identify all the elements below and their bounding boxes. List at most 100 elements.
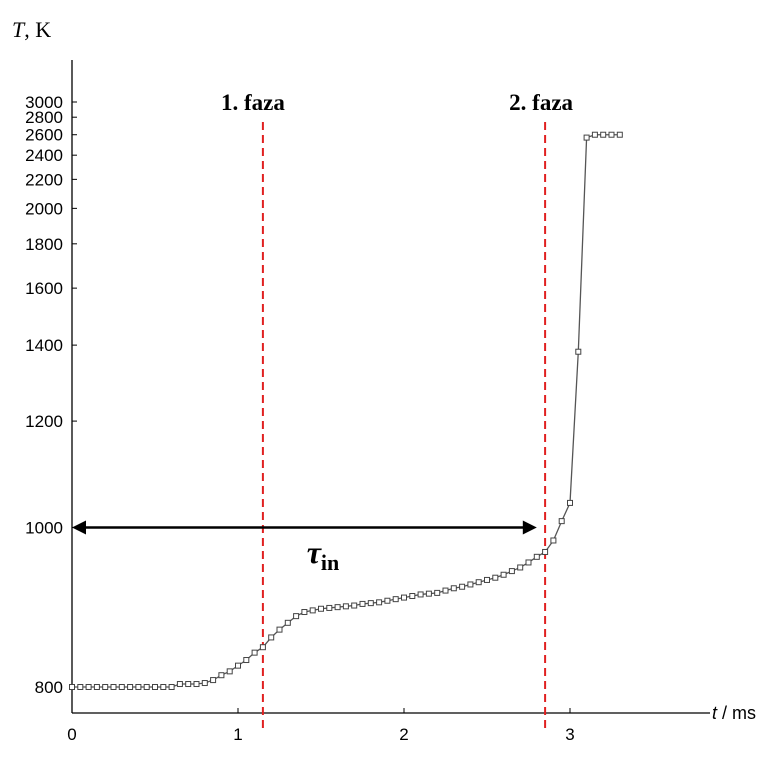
data-point [475,579,482,586]
data-point [152,684,158,690]
x-axis-variable: t [712,703,718,723]
data-point [409,593,416,600]
tau-arrow-head-right [522,520,537,535]
x-tick-label: 0 [67,725,76,744]
data-point [359,600,366,607]
data-point [500,571,507,578]
y-tick-label: 2600 [25,126,63,145]
x-ticks: 0 1 2 3 [67,708,575,744]
x-axis-unit: / ms [717,703,756,723]
data-point [558,518,565,525]
data-point [467,581,474,588]
y-tick-label: 1200 [25,412,63,431]
data-point [434,589,441,596]
y-tick-label: 1800 [25,235,63,254]
data-point [533,553,540,560]
data-point [301,609,308,616]
data-point [127,684,134,690]
tau-symbol: τ [307,534,323,570]
data-point [176,681,183,688]
data-point [542,548,549,555]
data-point [193,681,200,688]
data-point [517,564,524,571]
data-point [69,684,75,690]
data-point [326,604,333,611]
y-axis-unit: , K [24,17,51,42]
data-point [508,568,515,575]
series [69,131,623,690]
y-tick-label: 1400 [25,336,63,355]
data-point [226,668,233,675]
data-point [102,684,109,690]
data-point [160,684,167,690]
data-point [525,559,532,566]
y-axis-title: T, K [12,17,51,42]
data-point [575,348,582,355]
data-point [201,680,208,687]
data-point [550,537,557,544]
data-point [351,602,358,609]
data-point [450,585,457,592]
data-point [591,131,598,138]
y-tick-label: 3000 [25,93,63,112]
data-point [110,684,117,690]
data-point [235,662,241,669]
phase1-label: 1. faza [221,90,285,115]
data-point [376,599,383,606]
data-point [309,607,316,614]
phase-lines [261,122,547,732]
data-point [93,684,100,690]
data-point [276,626,283,633]
y-tick-label: 1600 [25,279,63,298]
axes [71,60,710,714]
tau-subscript: in [321,550,339,575]
data-point [135,684,142,690]
data-point [608,131,615,138]
data-point [459,583,466,590]
x-tick-label: 2 [399,725,408,744]
data-point [567,499,573,506]
data-point [425,590,432,597]
data-point [85,684,92,690]
data-point [318,605,324,612]
y-axis-variable: T [12,17,26,42]
data-point [401,594,407,601]
tau-arrow [72,520,537,535]
y-tick-label: 2200 [25,170,63,189]
data-point [185,681,192,688]
data-point [143,684,150,690]
data-point [484,576,490,583]
tau-label: τin [307,534,340,575]
data-point [218,672,225,679]
data-point [334,604,341,611]
y-tick-label: 2400 [25,146,63,165]
x-tick-label: 1 [233,725,242,744]
y-tick-label: 800 [35,678,63,697]
data-point [600,131,607,138]
data-point [293,613,300,620]
data-point [168,684,175,690]
y-tick-label: 1000 [25,518,63,537]
data-point [268,634,275,641]
data-point [342,603,349,610]
data-point [583,134,590,141]
data-point [210,677,217,684]
data-point [442,587,449,594]
x-axis-title: t / ms [712,703,756,723]
data-point [118,684,125,690]
data-point [367,600,374,607]
data-point [77,684,84,690]
y-ticks: 800 1000 1200 1400 1600 1800 2000 2200 240026002… [25,93,77,697]
data-point [392,596,399,603]
data-point [492,574,499,581]
y-tick-label: 2800 [25,108,63,127]
tau-arrow-head-left [72,520,86,535]
data-point [259,644,266,651]
y-tick-label: 2000 [25,199,63,218]
phase2-label: 2. faza [509,90,573,115]
data-point [284,619,291,626]
x-tick-label: 3 [565,725,574,744]
data-point [616,131,623,138]
data-point [243,657,250,664]
